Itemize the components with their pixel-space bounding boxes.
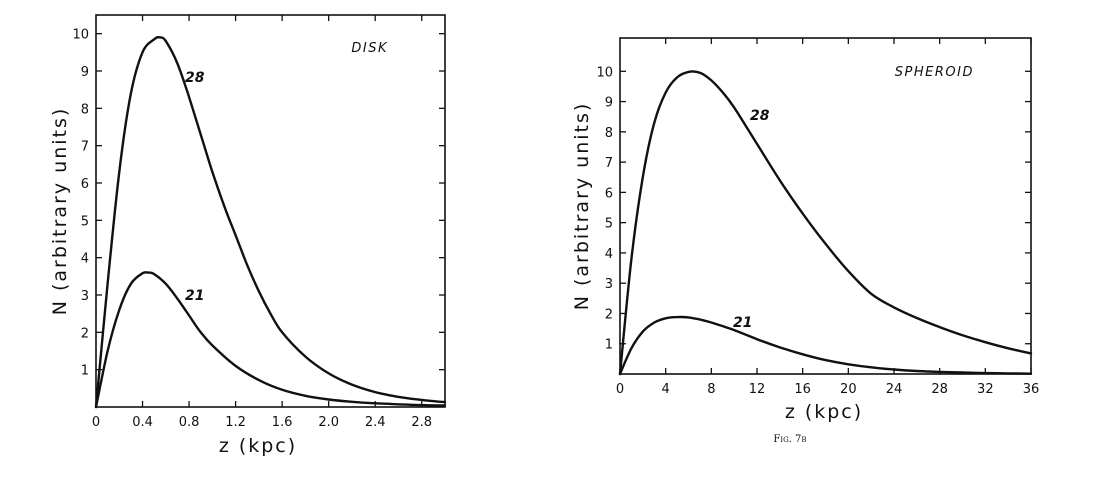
disk-series-28-label: 28 [185, 70, 205, 86]
disk-y-tick-label: 1 [81, 364, 89, 379]
spheroid-y-tick-label: 8 [605, 126, 613, 141]
spheroid-series-21-line [618, 315, 1033, 376]
disk-y-tick-label: 8 [81, 102, 89, 117]
spheroid-x-tick-label: 32 [977, 382, 994, 397]
figure-caption: Fig. 7b [773, 434, 806, 445]
spheroid-x-tick-label: 36 [1023, 382, 1040, 397]
spheroid-y-tick-label: 2 [605, 307, 613, 322]
spheroid-y-tick-label: 7 [605, 156, 613, 171]
spheroid-x-tick-label: 4 [662, 382, 670, 397]
spheroid-y-tick-label: 1 [605, 338, 613, 353]
disk-y-tick-label: 5 [81, 214, 89, 229]
disk-x-tick-label: 1.6 [272, 415, 293, 430]
disk-y-tick-label: 7 [81, 140, 89, 155]
disk-plot-frame [95, 14, 446, 408]
spheroid-x-tick-label: 0 [616, 382, 624, 397]
disk-x-axis-title: z (kpc) [219, 435, 297, 457]
spheroid-x-tick-label: 24 [886, 382, 903, 397]
disk-x-tick-label: 2.0 [318, 415, 339, 430]
spheroid-x-axis-title: z (kpc) [785, 401, 863, 423]
spheroid-x-tick-label: 20 [840, 382, 857, 397]
spheroid-ticks [620, 38, 1032, 374]
disk-x-tick-label: 0.8 [179, 415, 200, 430]
disk-panel-label: DISK [351, 41, 388, 56]
spheroid-y-tick-label: 6 [605, 186, 613, 201]
spheroid-series-28-line [618, 70, 1033, 376]
spheroid-series-21-label: 21 [733, 315, 752, 331]
spheroid-plot-frame [619, 37, 1032, 375]
disk-y-tick-label: 6 [81, 177, 89, 192]
disk-series-21-label: 21 [185, 288, 204, 304]
disk-series-28-line [94, 36, 447, 409]
disk-x-tick-label: 0 [92, 415, 100, 430]
spheroid-y-axis-title: N (arbitrary units) [571, 102, 593, 311]
spheroid-x-tick-label: 16 [794, 382, 811, 397]
spheroid-panel-label: SPHEROID [895, 65, 974, 80]
disk-y-tick-label: 10 [72, 28, 89, 43]
disk-y-tick-label: 4 [81, 252, 89, 267]
disk-y-axis-title: N (arbitrary units) [49, 107, 71, 316]
spheroid-x-tick-label: 12 [749, 382, 766, 397]
spheroid-y-tick-label: 3 [605, 277, 613, 292]
spheroid-y-tick-label: 4 [605, 247, 613, 262]
disk-curves: 28 21 [94, 36, 447, 409]
disk-y-tick-label: 3 [81, 289, 89, 304]
spheroid-y-tick-label: 9 [605, 96, 613, 111]
disk-x-tick-label: 1.2 [225, 415, 246, 430]
spheroid-series-28-label: 28 [750, 108, 770, 124]
spheroid-y-tick-label: 5 [605, 217, 613, 232]
disk-x-tick-label: 2.4 [365, 415, 386, 430]
disk-y-tick-label: 2 [81, 326, 89, 341]
spheroid-x-tick-label: 8 [707, 382, 715, 397]
spheroid-y-tick-label: 10 [596, 65, 613, 80]
disk-ticks [96, 15, 445, 407]
disk-y-tick-label: 9 [81, 65, 89, 80]
disk-series-21-line [94, 271, 447, 409]
disk-tick-labels: 0 0.4 0.8 1.2 1.6 2.0 2.4 2.8 1 2 3 4 5 6 7 8 9 10 [72, 28, 432, 430]
disk-x-tick-label: 0.4 [132, 415, 153, 430]
disk-x-tick-label: 2.8 [411, 415, 432, 430]
spheroid-curves: 28 21 [618, 70, 1033, 376]
spheroid-x-tick-label: 28 [931, 382, 948, 397]
disk-panel: 0 0.4 0.8 1.2 1.6 2.0 2.4 2.8 1 2 3 4 5 6 7 8 9 10 28 21 D… [49, 14, 447, 457]
